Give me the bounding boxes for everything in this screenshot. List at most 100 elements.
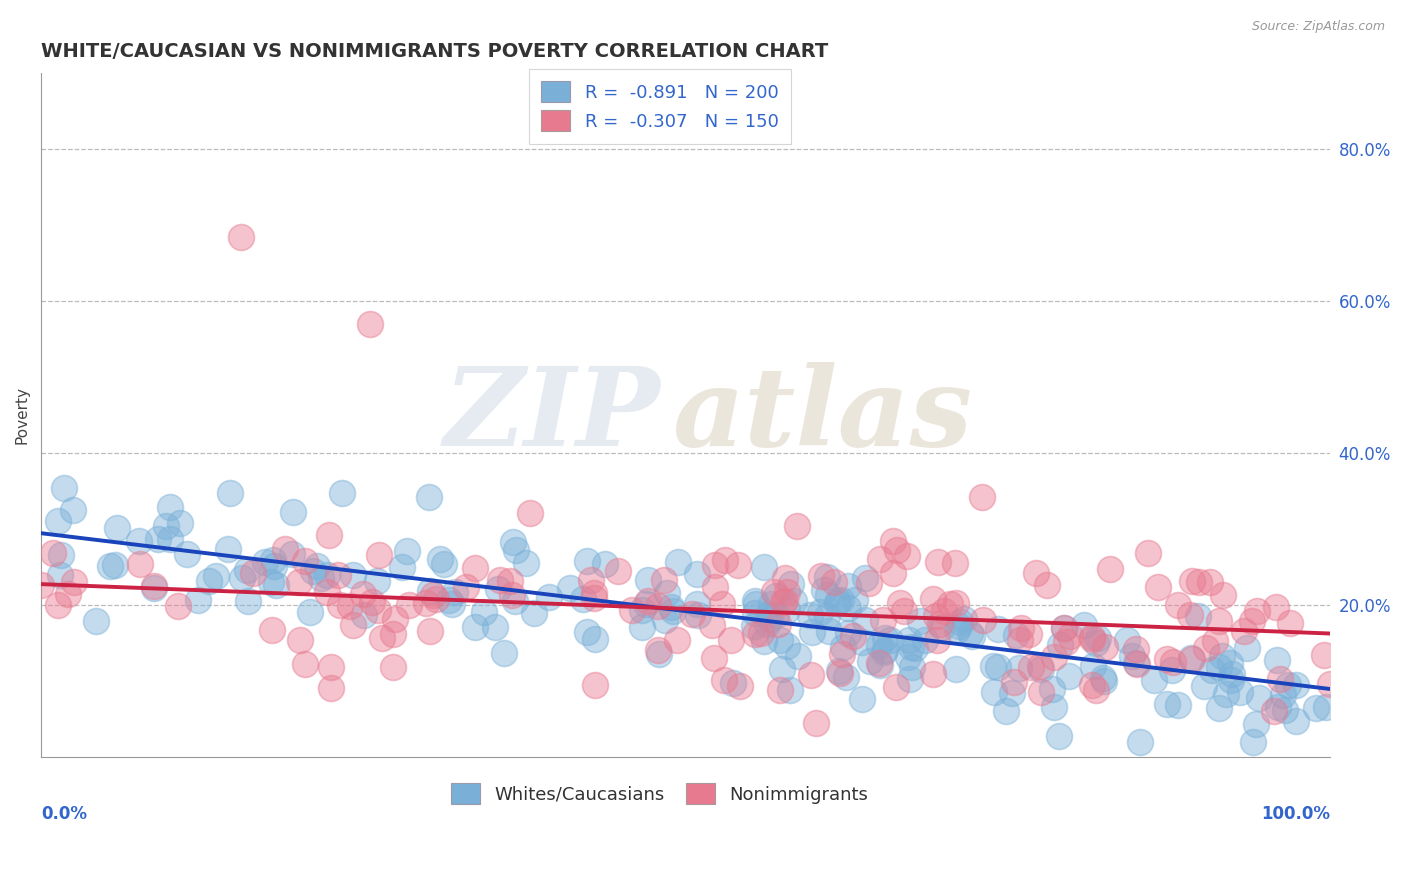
Point [330, 486, 353, 500]
Point [901, 660, 924, 674]
Point [1246, 604, 1268, 618]
Point [1161, 664, 1184, 678]
Text: 0.0%: 0.0% [41, 805, 87, 823]
Point [830, 665, 852, 680]
Point [576, 624, 599, 639]
Point [886, 543, 908, 558]
Point [1029, 685, 1052, 699]
Point [654, 613, 676, 627]
Point [46, 514, 69, 528]
Point [1272, 689, 1295, 703]
Point [391, 560, 413, 574]
Point [769, 633, 792, 648]
Point [1219, 656, 1241, 670]
Point [1156, 651, 1178, 665]
Point [808, 605, 831, 619]
Point [853, 571, 876, 585]
Point [1285, 678, 1308, 692]
Point [301, 564, 323, 578]
Point [943, 556, 966, 570]
Point [169, 516, 191, 530]
Point [484, 620, 506, 634]
Point [583, 678, 606, 692]
Point [873, 642, 896, 657]
Point [1035, 577, 1057, 591]
Point [987, 660, 1010, 674]
Point [776, 585, 799, 599]
Point [329, 599, 352, 613]
Point [381, 659, 404, 673]
Point [1181, 574, 1204, 588]
Point [1008, 632, 1031, 647]
Point [932, 604, 955, 618]
Point [786, 649, 808, 664]
Point [882, 534, 904, 549]
Point [415, 596, 437, 610]
Point [1161, 655, 1184, 669]
Point [486, 582, 509, 596]
Point [763, 585, 786, 599]
Point [1080, 632, 1102, 647]
Point [464, 561, 486, 575]
Point [1187, 608, 1209, 623]
Point [823, 575, 845, 590]
Text: ZIP: ZIP [443, 361, 659, 469]
Point [437, 592, 460, 607]
Point [198, 574, 221, 588]
Point [1084, 683, 1107, 698]
Point [742, 619, 765, 633]
Point [384, 612, 406, 626]
Point [1208, 615, 1230, 629]
Point [1080, 630, 1102, 644]
Point [433, 558, 456, 572]
Point [851, 691, 873, 706]
Point [1208, 659, 1230, 673]
Point [1188, 575, 1211, 590]
Point [782, 594, 804, 608]
Point [418, 491, 440, 505]
Point [879, 632, 901, 647]
Point [869, 552, 891, 566]
Point [305, 559, 328, 574]
Point [1267, 699, 1289, 714]
Point [1053, 621, 1076, 635]
Point [666, 632, 689, 647]
Point [1199, 574, 1222, 589]
Point [576, 553, 599, 567]
Point [1305, 701, 1327, 715]
Point [441, 597, 464, 611]
Point [1049, 638, 1071, 652]
Point [1315, 700, 1337, 714]
Point [1008, 660, 1031, 674]
Point [1002, 675, 1025, 690]
Point [419, 624, 441, 638]
Point [1091, 671, 1114, 685]
Point [713, 673, 735, 688]
Point [1247, 690, 1270, 705]
Point [1156, 697, 1178, 711]
Point [844, 593, 866, 607]
Point [666, 555, 689, 569]
Point [128, 534, 150, 549]
Point [30, 578, 52, 592]
Point [904, 640, 927, 655]
Point [1019, 659, 1042, 673]
Point [946, 624, 969, 638]
Text: atlas: atlas [672, 361, 973, 469]
Point [159, 532, 181, 546]
Point [983, 685, 1005, 699]
Point [637, 573, 659, 587]
Point [752, 634, 775, 648]
Point [1137, 546, 1160, 560]
Point [1204, 634, 1226, 648]
Point [948, 619, 970, 633]
Point [321, 681, 343, 695]
Point [62, 503, 84, 517]
Point [1081, 659, 1104, 673]
Point [1143, 673, 1166, 687]
Point [1285, 714, 1308, 728]
Point [352, 587, 374, 601]
Point [49, 549, 72, 563]
Point [523, 606, 546, 620]
Point [1084, 636, 1107, 650]
